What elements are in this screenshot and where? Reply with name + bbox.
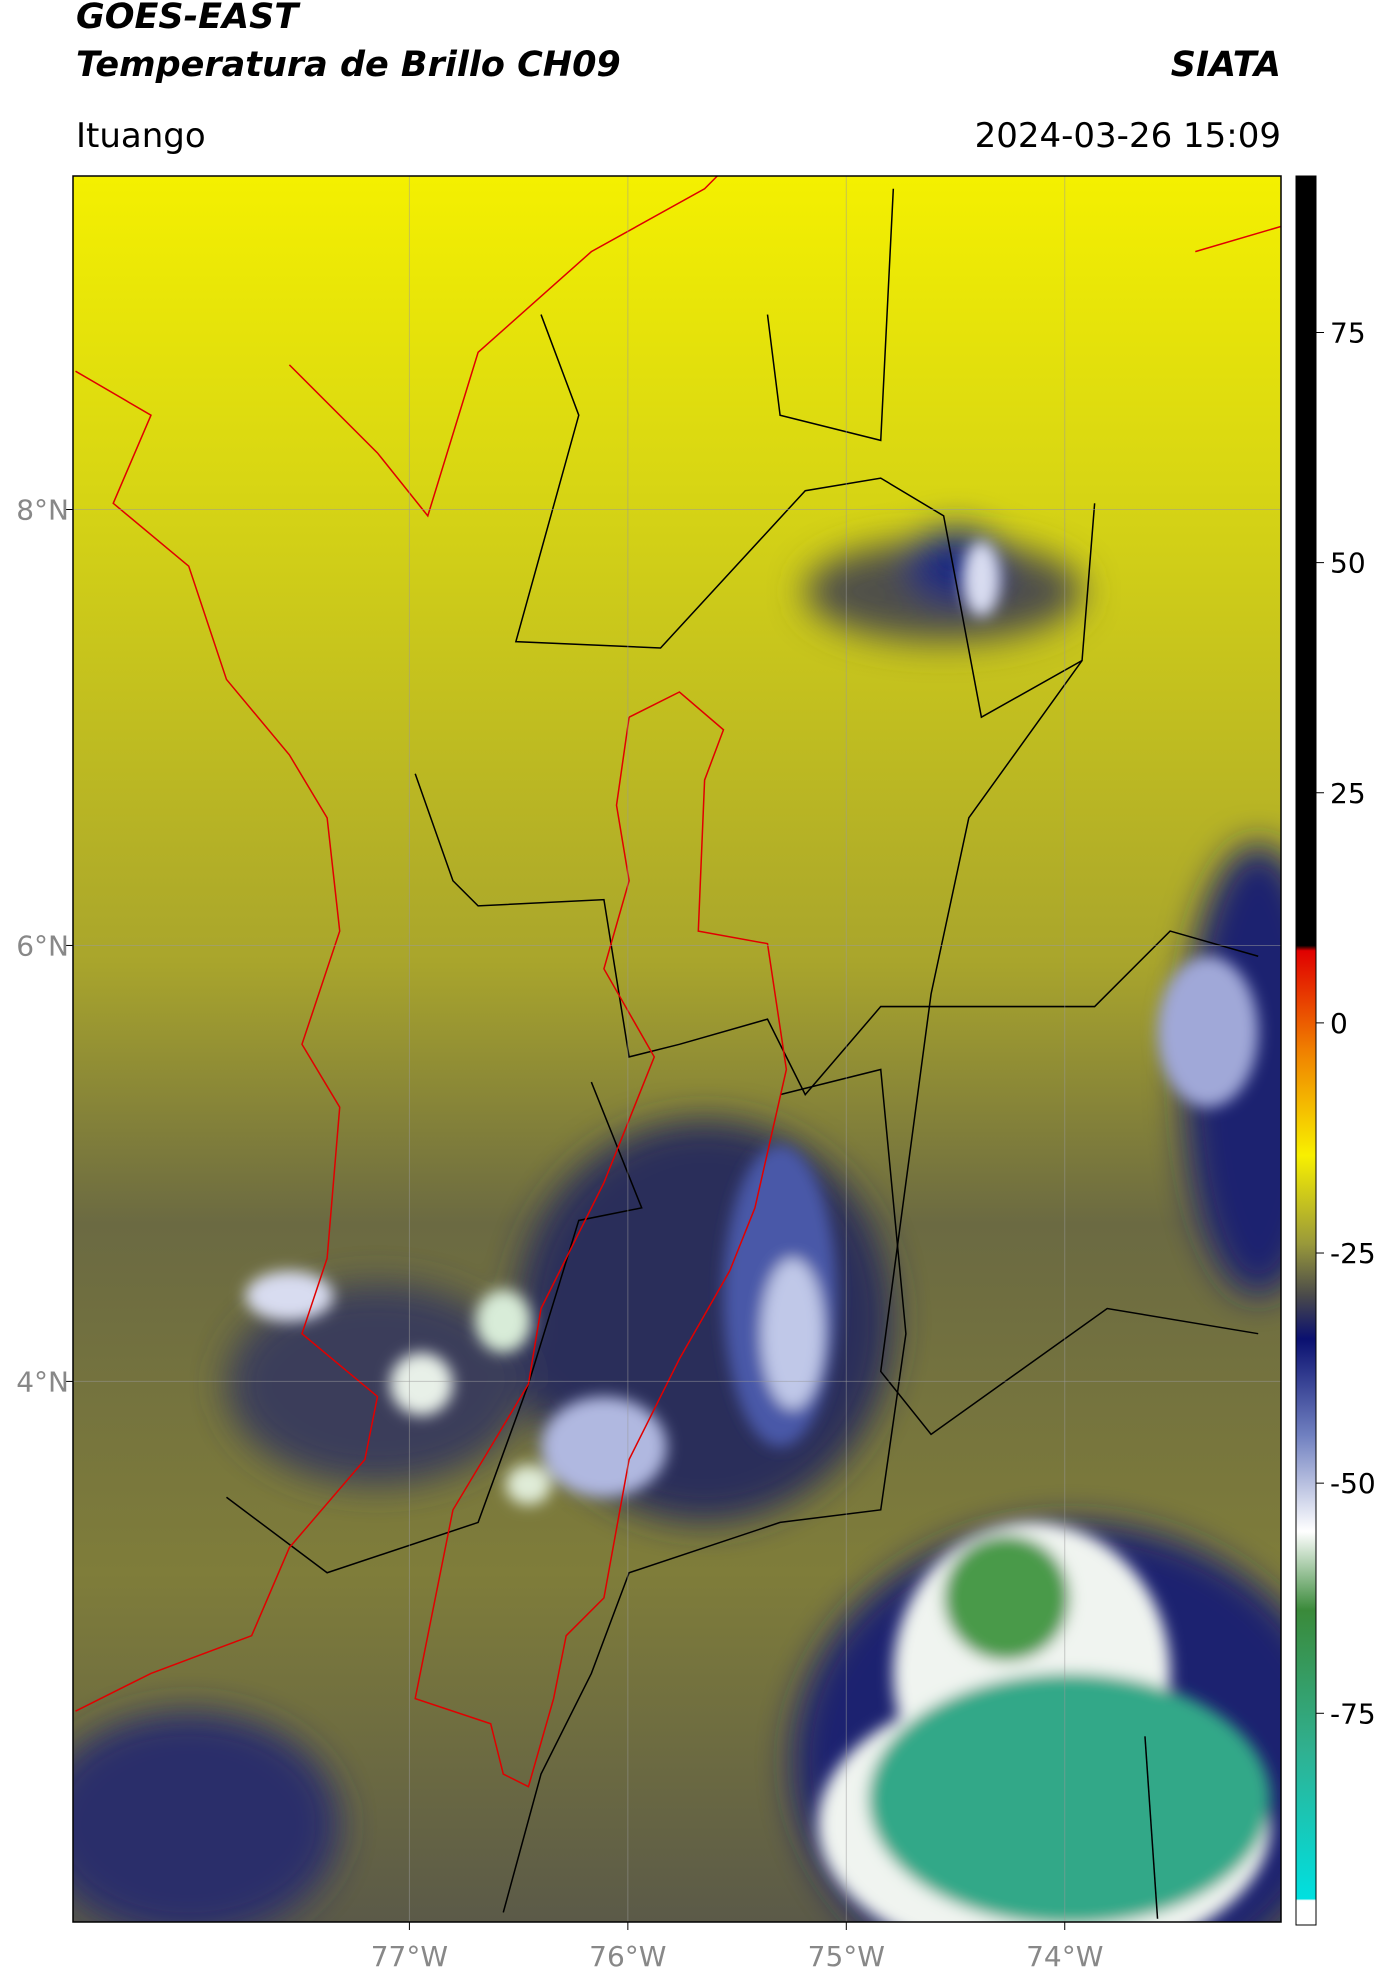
colorbar-tick-label: 75 — [1330, 316, 1366, 349]
colorbar-tick-label: -50 — [1330, 1467, 1376, 1500]
location: Ituango — [76, 116, 206, 156]
colorbar — [1295, 175, 1317, 1926]
colorbar-tick-label: 50 — [1330, 547, 1366, 580]
colorbar-tick-label: 25 — [1330, 777, 1366, 810]
x-tick-label: 76°W — [589, 1940, 666, 1973]
colorbar-tick-label: -75 — [1330, 1697, 1376, 1730]
brand: SIATA — [1171, 45, 1281, 85]
x-tick-label: 74°W — [1026, 1940, 1103, 1973]
x-tick-label: 75°W — [808, 1940, 885, 1973]
map-frame — [72, 175, 1282, 1923]
y-tick-label: 4°N — [16, 1365, 69, 1398]
grid — [73, 176, 1281, 1922]
colorbar-tick-label: 0 — [1330, 1007, 1348, 1040]
map-image — [73, 176, 1281, 1922]
title: GOES-EAST — [76, 0, 301, 37]
y-tick-label: 8°N — [16, 494, 69, 527]
timestamp: 2024-03-26 15:09 — [975, 116, 1281, 156]
colorbar-tick-label: -25 — [1330, 1237, 1376, 1270]
title: Temperatura de Brillo CH09 — [76, 45, 621, 85]
x-tick-label: 77°W — [371, 1940, 448, 1973]
y-tick-label: 6°N — [16, 929, 69, 962]
